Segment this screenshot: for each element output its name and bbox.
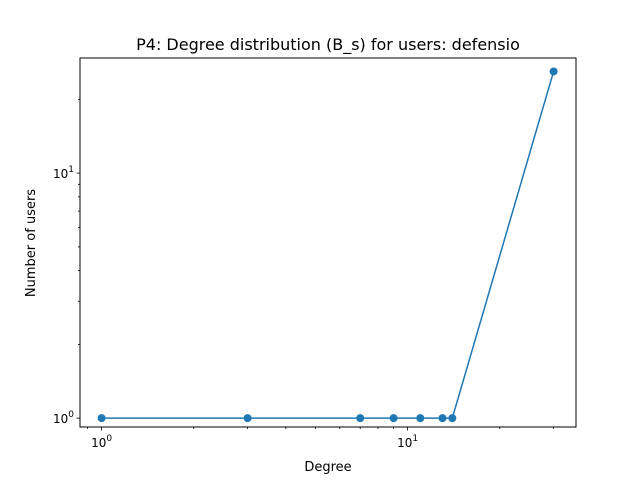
- chart-title: P4: Degree distribution (B_s) for users:…: [136, 35, 520, 55]
- x-tick-label: 100: [91, 434, 112, 450]
- y-tick-label: 101: [53, 165, 74, 181]
- data-point: [97, 414, 106, 423]
- x-tick-label-exponent: 0: [106, 434, 112, 444]
- y-axis-label: Number of users: [24, 189, 39, 297]
- axes-frame: [79, 57, 577, 428]
- y-tick-label-exponent: 0: [68, 410, 74, 420]
- x-tick-label: 101: [397, 434, 418, 450]
- data-point: [389, 414, 398, 423]
- plot-area: [97, 67, 558, 423]
- x-axis-label: Degree: [304, 460, 351, 475]
- y-tick-label-base: 10: [53, 167, 68, 181]
- data-point: [438, 414, 447, 423]
- x-tick-label-base: 10: [397, 436, 412, 450]
- y-tick-label-exponent: 1: [68, 165, 74, 175]
- x-tick-label-base: 10: [91, 436, 106, 450]
- x-tick-label-exponent: 1: [412, 434, 418, 444]
- data-point: [416, 414, 425, 423]
- data-point: [448, 414, 457, 423]
- data-point: [243, 414, 252, 423]
- data-point: [549, 67, 558, 76]
- y-tick-label-base: 10: [53, 412, 68, 426]
- y-tick-label: 100: [53, 410, 74, 426]
- data-point: [356, 414, 365, 423]
